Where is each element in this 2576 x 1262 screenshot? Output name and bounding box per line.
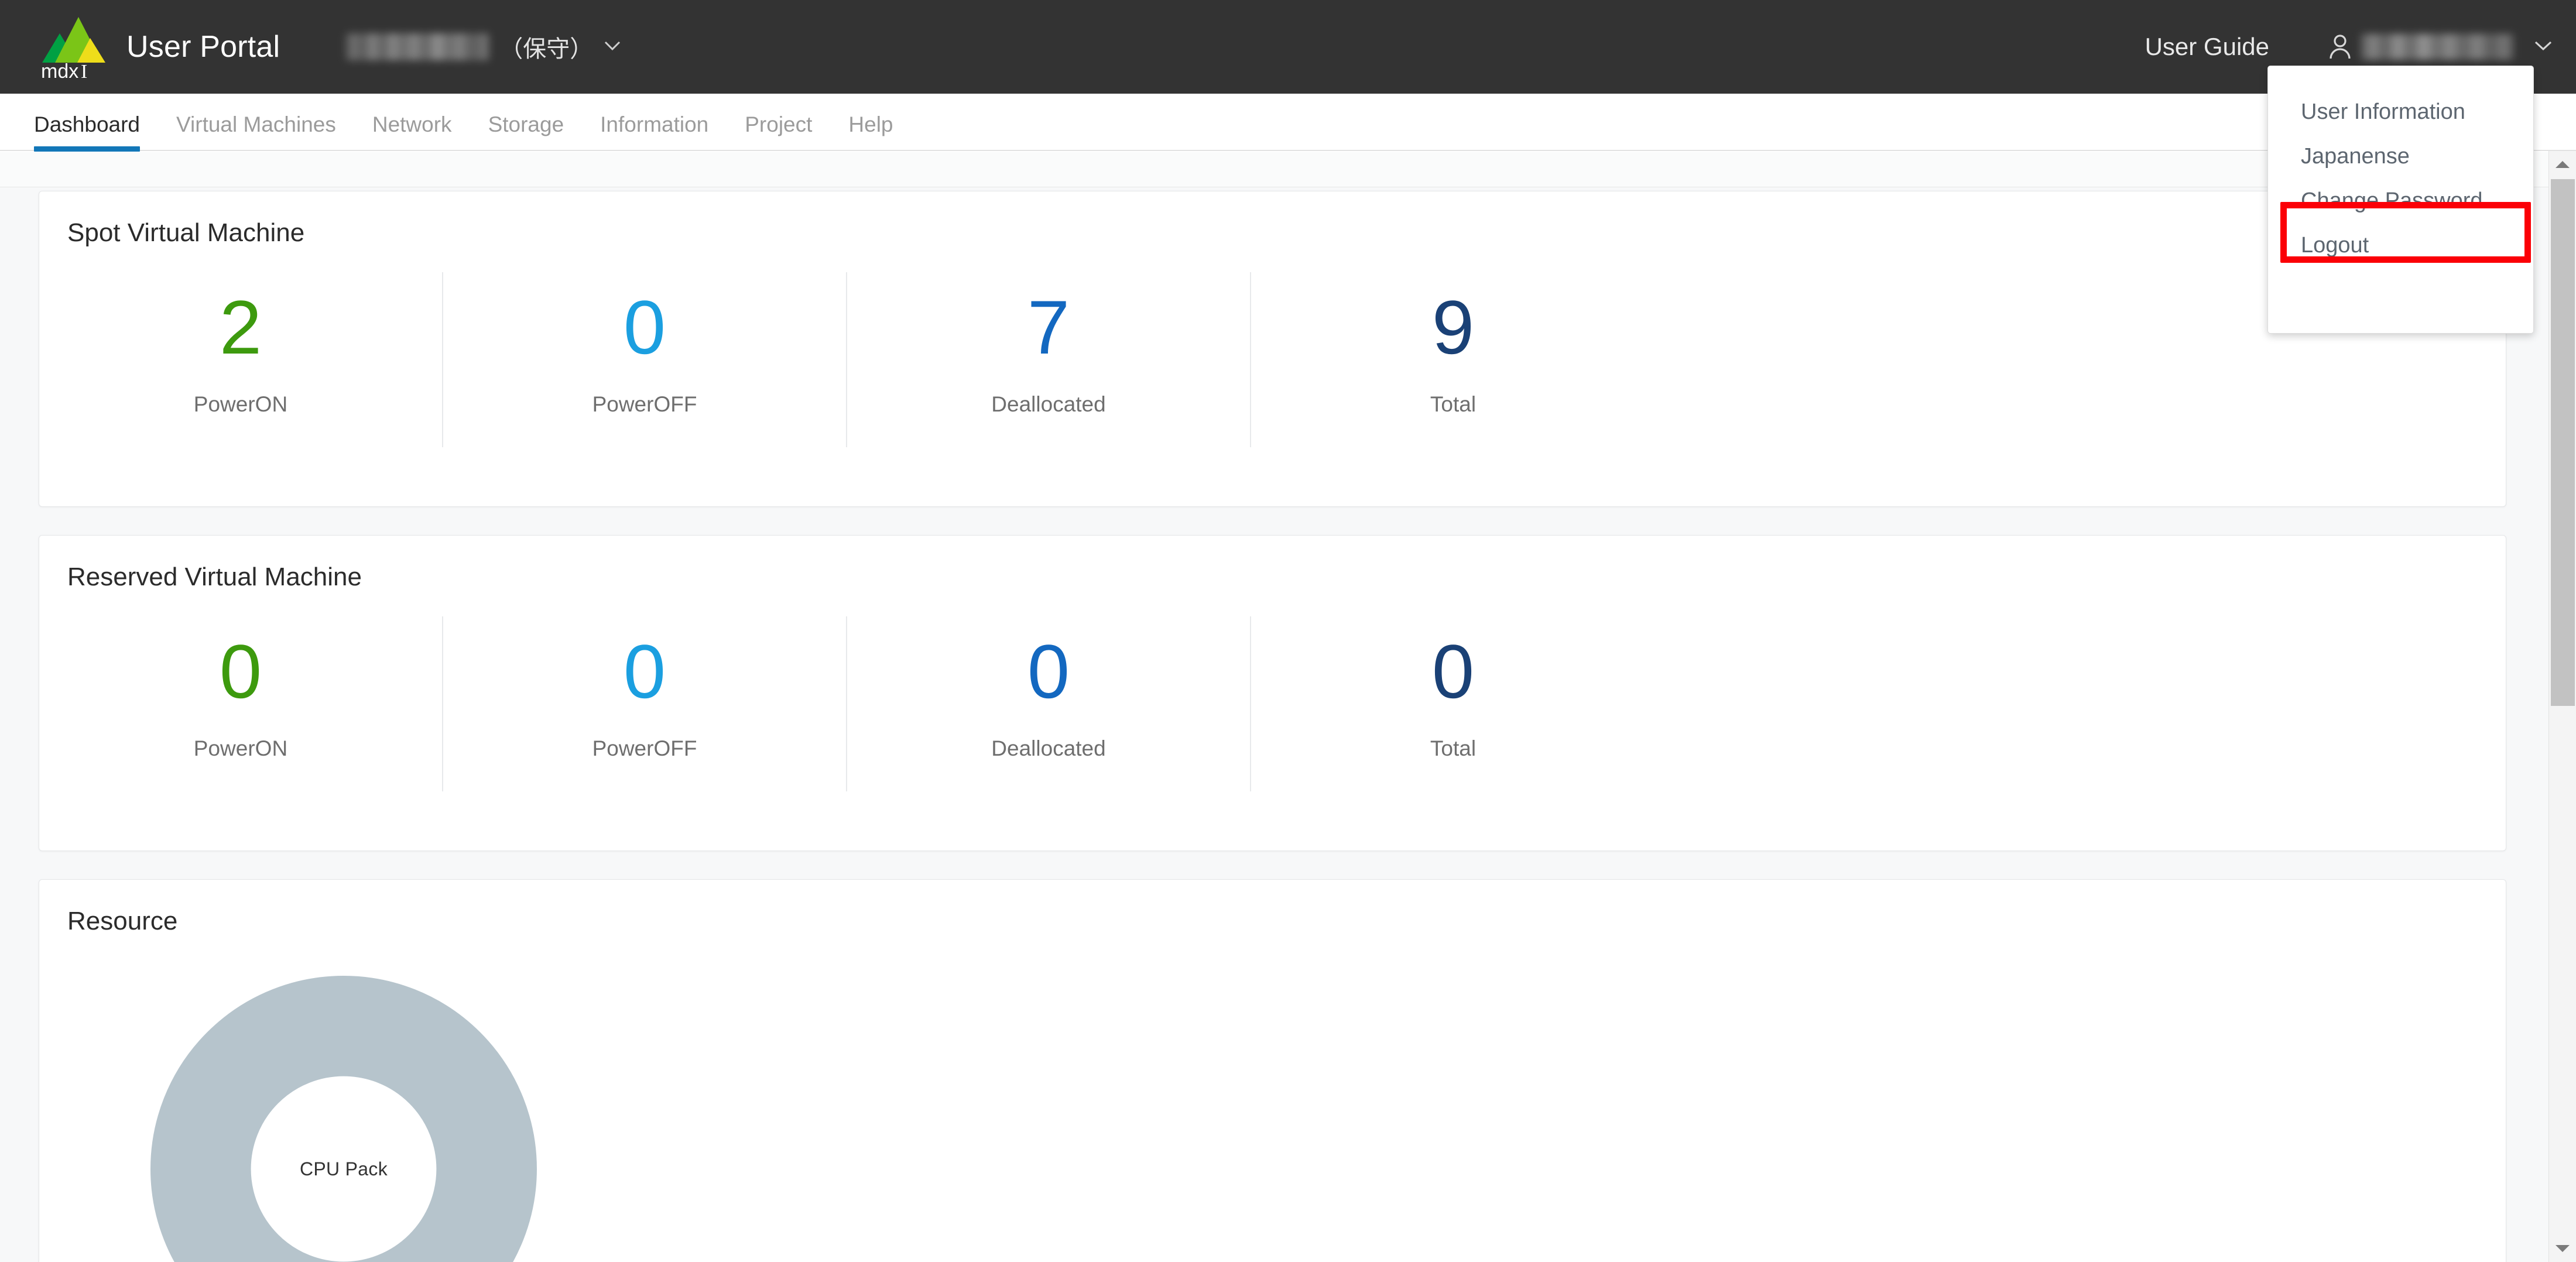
stat-spot-deallocated: 7 Deallocated bbox=[847, 272, 1251, 447]
main-nav-tabs: Dashboard Virtual Machines Network Stora… bbox=[0, 94, 2576, 152]
project-selector[interactable]: （保守） bbox=[345, 30, 621, 64]
stat-label: PowerOFF bbox=[592, 392, 697, 416]
user-dropdown-menu: User Information Japanense Change Passwo… bbox=[2267, 66, 2534, 334]
tab-help[interactable]: Help bbox=[848, 112, 893, 136]
resource-card-title: Resource bbox=[67, 907, 178, 935]
stat-spot-poweroff: 0 PowerOFF bbox=[443, 272, 847, 447]
reserved-card-title: Reserved Virtual Machine bbox=[67, 563, 362, 591]
user-guide-link[interactable]: User Guide bbox=[2145, 33, 2269, 60]
stat-value: 0 bbox=[1027, 629, 1070, 714]
menu-item-user-information[interactable]: User Information bbox=[2301, 100, 2465, 124]
spot-stats-row: 2 PowerON 0 PowerOFF 7 Deallocated 9 Tot… bbox=[39, 272, 2506, 447]
resource-card: Resource CPU Pack bbox=[39, 879, 2506, 1262]
stat-reserved-poweron: 0 PowerON bbox=[39, 616, 443, 791]
stat-value: 0 bbox=[219, 629, 262, 714]
stat-label: Total bbox=[1430, 392, 1477, 416]
svg-text:mdx: mdx bbox=[41, 60, 78, 81]
stat-label: PowerOFF bbox=[592, 736, 697, 760]
tab-dashboard[interactable]: Dashboard bbox=[34, 112, 141, 152]
reserved-stats-row: 0 PowerON 0 PowerOFF 0 Deallocated 0 Tot… bbox=[39, 616, 2506, 791]
tab-project[interactable]: Project bbox=[745, 112, 813, 136]
spot-card-title: Spot Virtual Machine bbox=[67, 218, 305, 247]
menu-item-japanense[interactable]: Japanense bbox=[2301, 144, 2410, 169]
chevron-down-icon bbox=[604, 40, 621, 54]
user-menu-trigger[interactable] bbox=[2325, 32, 2553, 61]
stat-value: 2 bbox=[219, 284, 262, 370]
chevron-down-icon bbox=[2534, 39, 2553, 55]
donut-center-label: CPU Pack bbox=[300, 1158, 388, 1179]
user-name-redacted bbox=[2361, 34, 2514, 60]
menu-item-logout[interactable]: Logout bbox=[2301, 233, 2369, 258]
stat-label: PowerON bbox=[193, 392, 288, 416]
page-scrollbar[interactable] bbox=[2548, 151, 2576, 1262]
stat-label: Deallocated bbox=[991, 392, 1106, 416]
svg-text:I: I bbox=[81, 61, 87, 81]
scrollbar-thumb[interactable] bbox=[2551, 179, 2575, 706]
cpu-pack-donut-chart[interactable] bbox=[150, 976, 537, 1262]
reserved-virtual-machine-card: Reserved Virtual Machine 0 PowerON 0 Pow… bbox=[39, 535, 2506, 851]
stat-reserved-total: 0 Total bbox=[1251, 616, 1655, 791]
stat-value: 0 bbox=[1431, 629, 1475, 714]
spot-virtual-machine-card: Spot Virtual Machine 2 PowerON 0 PowerOF… bbox=[39, 191, 2506, 507]
stat-spot-total: 9 Total bbox=[1251, 272, 1655, 447]
project-suffix-label: （保守） bbox=[499, 36, 594, 62]
menu-item-change-password[interactable]: Change Password bbox=[2301, 188, 2483, 213]
stat-label: PowerON bbox=[193, 736, 288, 760]
dashboard-content: Spot Virtual Machine 2 PowerON 0 PowerOF… bbox=[0, 152, 2548, 1262]
tab-virtual-machines[interactable]: Virtual Machines bbox=[176, 112, 336, 136]
brand-area[interactable]: mdx I User Portal bbox=[36, 12, 280, 81]
scroll-down-arrow-icon[interactable] bbox=[2549, 1235, 2576, 1262]
scroll-up-arrow-icon[interactable] bbox=[2549, 151, 2576, 178]
top-header-bar: mdx I User Portal （保守） User Guide bbox=[0, 0, 2576, 94]
app-title: User Portal bbox=[126, 30, 280, 64]
stat-value: 7 bbox=[1027, 284, 1070, 370]
person-icon bbox=[2325, 32, 2355, 61]
stat-label: Total bbox=[1430, 736, 1477, 760]
stat-reserved-poweroff: 0 PowerOFF bbox=[443, 616, 847, 791]
tab-network[interactable]: Network bbox=[372, 112, 452, 136]
stat-reserved-deallocated: 0 Deallocated bbox=[847, 616, 1251, 791]
project-name-redacted bbox=[345, 33, 489, 60]
content-subheader-bar bbox=[0, 152, 2548, 187]
stat-value: 0 bbox=[623, 284, 666, 370]
resource-charts-area: CPU Pack bbox=[39, 962, 2506, 1262]
tab-information[interactable]: Information bbox=[600, 112, 709, 136]
stat-value: 9 bbox=[1431, 284, 1475, 370]
stat-label: Deallocated bbox=[991, 736, 1106, 760]
stat-spot-poweron: 2 PowerON bbox=[39, 272, 443, 447]
mdx-mountain-logo-icon: mdx I bbox=[36, 12, 111, 81]
tab-storage[interactable]: Storage bbox=[488, 112, 564, 136]
header-right-group: User Guide bbox=[2145, 0, 2576, 94]
stat-value: 0 bbox=[623, 629, 666, 714]
